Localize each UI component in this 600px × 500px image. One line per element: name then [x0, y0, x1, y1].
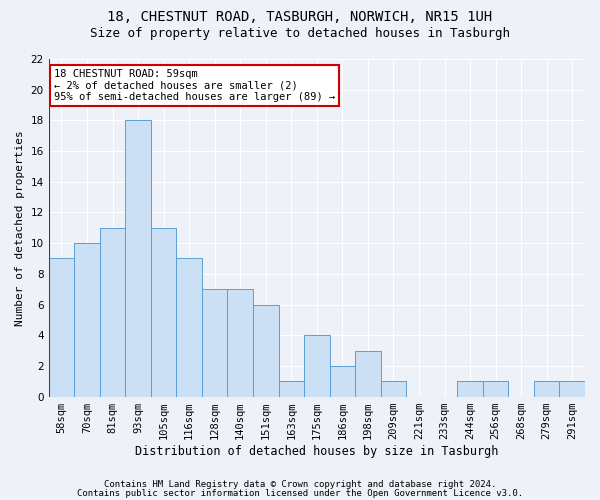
Bar [253, 304, 278, 396]
Text: 18, CHESTNUT ROAD, TASBURGH, NORWICH, NR15 1UH: 18, CHESTNUT ROAD, TASBURGH, NORWICH, NR… [107, 10, 493, 24]
Bar [355, 350, 380, 397]
Text: Contains HM Land Registry data © Crown copyright and database right 2024.: Contains HM Land Registry data © Crown c… [104, 480, 496, 489]
Bar [457, 381, 483, 396]
Bar [304, 335, 329, 396]
Text: Contains public sector information licensed under the Open Government Licence v3: Contains public sector information licen… [77, 489, 523, 498]
Bar [227, 289, 253, 397]
Bar [329, 366, 355, 396]
Text: Size of property relative to detached houses in Tasburgh: Size of property relative to detached ho… [90, 28, 510, 40]
Y-axis label: Number of detached properties: Number of detached properties [15, 130, 25, 326]
Bar [278, 381, 304, 396]
Bar [559, 381, 585, 396]
Bar [100, 228, 125, 396]
Bar [202, 289, 227, 397]
Text: 18 CHESTNUT ROAD: 59sqm
← 2% of detached houses are smaller (2)
95% of semi-deta: 18 CHESTNUT ROAD: 59sqm ← 2% of detached… [54, 69, 335, 102]
Bar [534, 381, 559, 396]
Bar [125, 120, 151, 396]
Bar [151, 228, 176, 396]
Bar [483, 381, 508, 396]
X-axis label: Distribution of detached houses by size in Tasburgh: Distribution of detached houses by size … [135, 444, 499, 458]
Bar [176, 258, 202, 396]
Bar [380, 381, 406, 396]
Bar [74, 243, 100, 396]
Bar [49, 258, 74, 396]
